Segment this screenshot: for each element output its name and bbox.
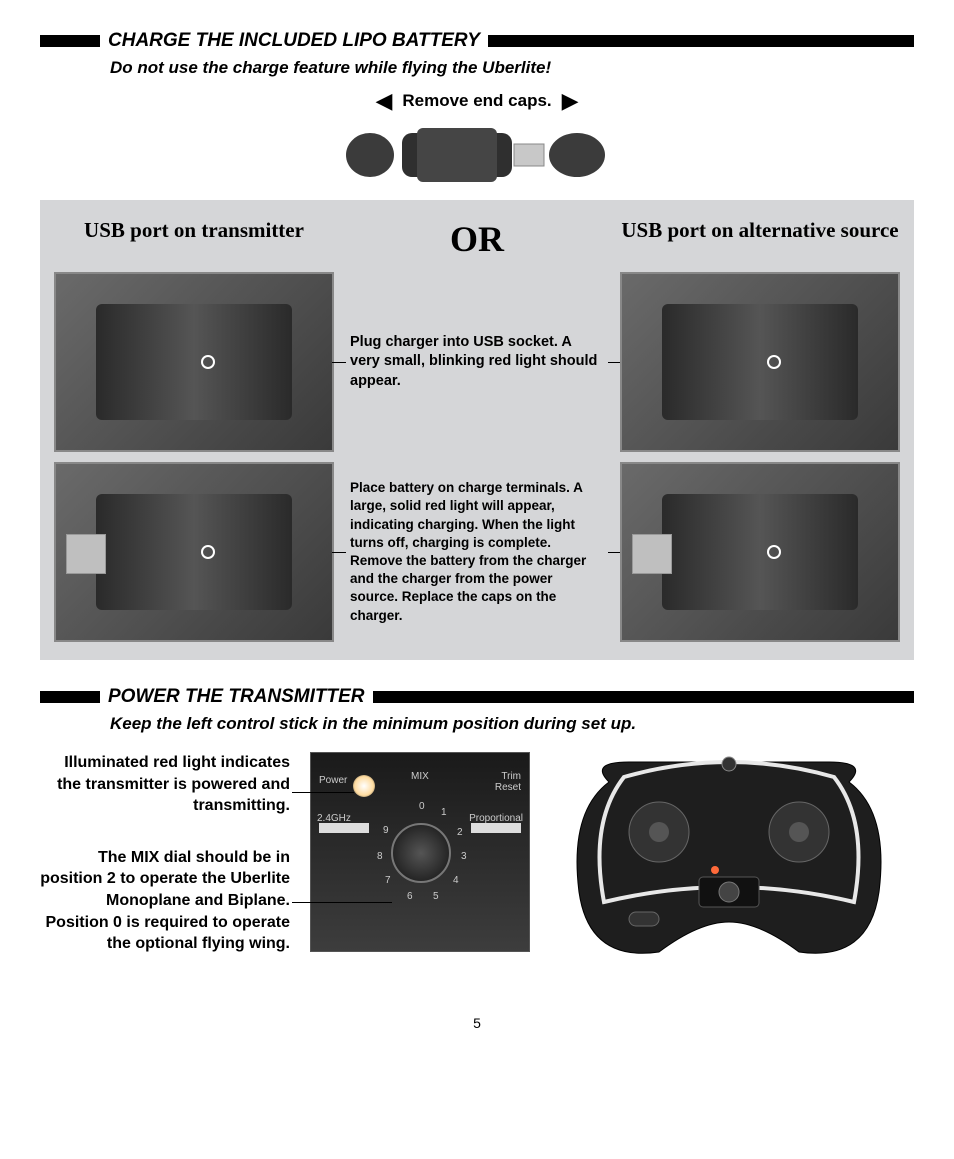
section2-header: POWER THE TRANSMITTER	[40, 686, 914, 708]
remove-caps-row: ◀ Remove end caps. ▶	[40, 88, 914, 114]
header-bar-right	[488, 35, 914, 47]
header-bar-left	[40, 35, 100, 47]
dial-trim-label: Trim Reset	[481, 771, 521, 793]
dial-power-label: Power	[319, 775, 347, 786]
step1-label: Plug charger into USB socket. A very sma…	[350, 333, 604, 392]
usb-charger-illustration	[40, 120, 914, 190]
leader-line-2	[292, 902, 392, 903]
section2-warning: Keep the left control stick in the minim…	[110, 714, 914, 734]
charge-row-2: Place battery on charge terminals. A lar…	[54, 462, 900, 642]
step2-text: Place battery on charge terminals. A lar…	[346, 462, 608, 642]
leader-line-1	[292, 792, 354, 793]
or-label: OR	[346, 218, 608, 260]
page-number: 5	[40, 1015, 914, 1031]
mix-dial-knob	[391, 823, 451, 883]
arrow-right-icon: ▶	[562, 88, 579, 114]
section2-title: POWER THE TRANSMITTER	[108, 686, 365, 708]
transmitter-photo	[544, 752, 914, 962]
photo-tx-step2	[54, 462, 334, 642]
usb-transmitter-head: USB port on transmitter	[54, 218, 334, 242]
section1-title: CHARGE THE INCLUDED LIPO BATTERY	[108, 30, 480, 52]
section1-header: CHARGE THE INCLUDED LIPO BATTERY	[40, 30, 914, 52]
photo-alt-step2	[620, 462, 900, 642]
step2-label: Place battery on charge terminals. A lar…	[350, 479, 604, 625]
photo-tx-step1	[54, 272, 334, 452]
power-note-1: Illuminated red light indicates the tran…	[40, 752, 290, 817]
header2-bar-right	[373, 691, 915, 703]
photo-alt-step1	[620, 272, 900, 452]
power-led-icon	[353, 775, 375, 797]
arrow-left-icon: ◀	[375, 88, 392, 114]
dial-closeup-photo: Power MIX Trim Reset 2.4GHz Proportional…	[310, 752, 530, 952]
power-note-2: The MIX dial should be in position 2 to …	[40, 847, 290, 955]
charge-row-1: Plug charger into USB socket. A very sma…	[54, 272, 900, 452]
step1-text: Plug charger into USB socket. A very sma…	[346, 272, 608, 452]
charging-panel: USB port on transmitter OR USB port on a…	[40, 200, 914, 660]
header2-bar-left	[40, 691, 100, 703]
usb-alt-head: USB port on alternative source	[620, 218, 900, 242]
remove-caps-label: Remove end caps.	[402, 91, 551, 111]
dial-mix-label: MIX	[411, 771, 429, 782]
section1-warning: Do not use the charge feature while flyi…	[110, 58, 914, 78]
power-notes: Illuminated red light indicates the tran…	[40, 752, 290, 985]
